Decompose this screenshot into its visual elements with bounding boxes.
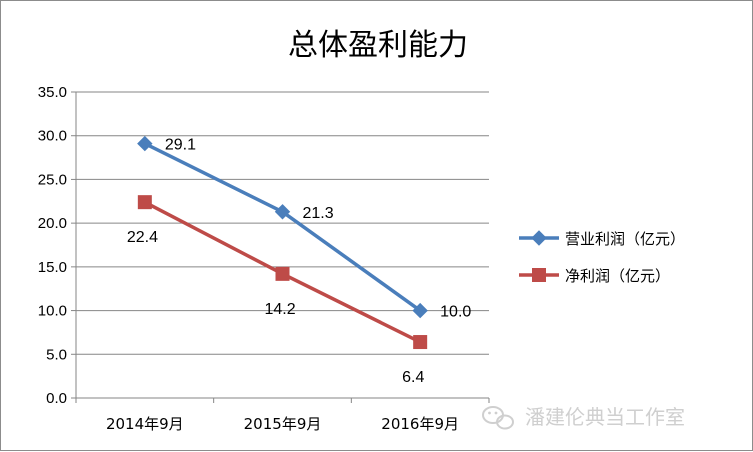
data-label: 21.3 bbox=[303, 205, 334, 222]
watermark: 潘建伦典当工作室 bbox=[482, 405, 685, 430]
data-labels: 29.1 21.3 10.0 22.4 14.2 6.4 bbox=[127, 137, 472, 386]
legend: 营业利润（亿元） 净利润（亿元） bbox=[519, 230, 685, 285]
data-label: 6.4 bbox=[402, 369, 424, 386]
series-line-1 bbox=[144, 142, 422, 312]
y-tick-label: 20.0 bbox=[38, 215, 67, 232]
data-point-marker bbox=[275, 266, 290, 281]
data-point-marker bbox=[412, 302, 428, 319]
data-point-marker bbox=[413, 335, 428, 350]
x-tick-label: 2015年9月 bbox=[244, 415, 322, 433]
chart-title: 总体盈利能力 bbox=[288, 28, 468, 63]
x-tick-label: 2016年9月 bbox=[381, 415, 459, 433]
data-point-marker bbox=[137, 135, 153, 152]
y-tick-label: 15.0 bbox=[38, 259, 67, 276]
data-point-marker bbox=[274, 204, 291, 220]
y-tick-label: 0.0 bbox=[46, 390, 67, 407]
y-axis-ticks: 0.0 5.0 10.0 15.0 20.0 25.0 30.0 35.0 bbox=[38, 84, 76, 407]
axes bbox=[75, 92, 489, 399]
data-label: 14.2 bbox=[265, 301, 296, 318]
x-tick-label: 2014年9月 bbox=[106, 415, 184, 433]
y-tick-label: 30.0 bbox=[38, 128, 67, 145]
data-label: 29.1 bbox=[165, 137, 196, 154]
y-tick-label: 25.0 bbox=[38, 171, 67, 188]
legend-marker-2 bbox=[532, 268, 546, 282]
legend-marker-1 bbox=[531, 230, 547, 246]
y-tick-label: 5.0 bbox=[46, 346, 67, 363]
data-label: 22.4 bbox=[127, 229, 158, 246]
legend-label-1: 营业利润（亿元） bbox=[565, 230, 685, 248]
wechat-icon bbox=[482, 406, 514, 430]
y-tick-label: 35.0 bbox=[38, 84, 67, 101]
y-tick-label: 10.0 bbox=[38, 303, 67, 320]
legend-label-2: 净利润（亿元） bbox=[565, 267, 670, 285]
x-axis-ticks: 2014年9月 2015年9月 2016年9月 bbox=[75, 398, 490, 433]
data-point-marker bbox=[137, 195, 152, 210]
watermark-text: 潘建伦典当工作室 bbox=[525, 405, 685, 429]
series-markers bbox=[137, 135, 428, 350]
data-label: 10.0 bbox=[440, 304, 471, 321]
